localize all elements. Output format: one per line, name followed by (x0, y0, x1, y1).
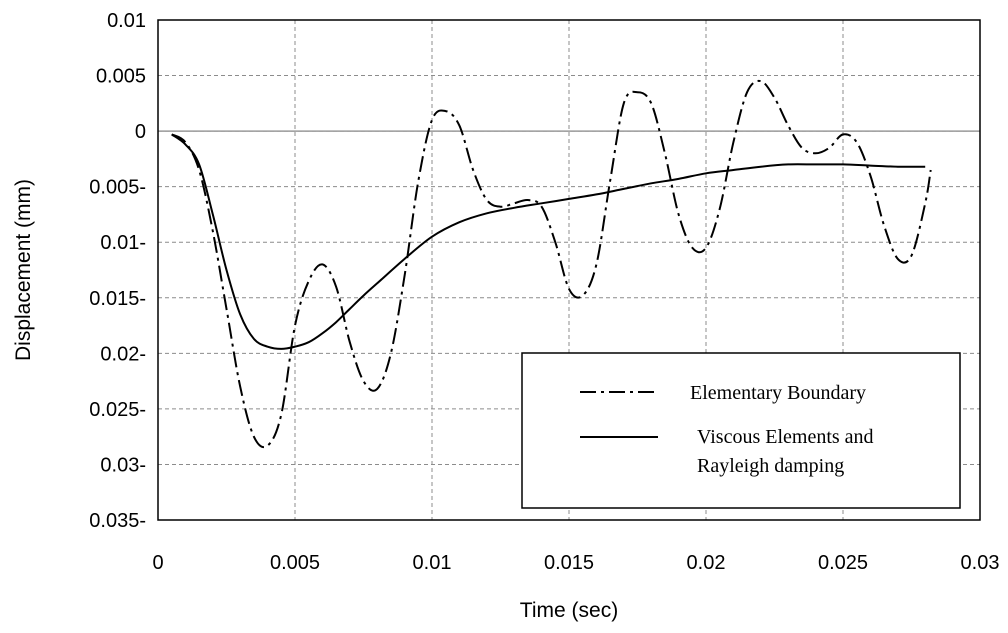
x-tick-label: 0.02 (687, 552, 726, 574)
x-axis-tick-labels: 0 0.005 0.01 0.015 0.02 0.025 0.03 (152, 552, 999, 574)
y-axis-title: Displacement (mm) (12, 179, 35, 361)
series-line-2 (171, 133, 926, 350)
x-tick-label: 0 (152, 552, 163, 574)
y-tick-label: 0.025- (89, 399, 146, 421)
series-line-1 (171, 79, 932, 449)
y-tick-label: 0.01- (100, 232, 146, 254)
series-group (171, 79, 932, 449)
y-tick-label: 0.03- (100, 454, 146, 476)
y-tick-label: 0.005- (89, 177, 146, 199)
legend-box (521, 352, 961, 509)
legend-entry-label: Elementary Boundary (690, 382, 866, 404)
y-tick-label: 0.02- (100, 343, 146, 365)
x-tick-label: 0.03 (961, 552, 1000, 574)
x-tick-label: 0.015 (544, 552, 594, 574)
legend: Elementary Boundary Viscous Elements and R… (521, 352, 961, 509)
y-tick-label: 0.005 (96, 66, 146, 88)
x-tick-label: 0.025 (818, 552, 868, 574)
y-tick-label: 0.01 (107, 10, 146, 32)
x-tick-label: 0.01 (413, 552, 452, 574)
x-tick-label: 0.005 (270, 552, 320, 574)
legend-entry-label: Viscous Elements and (697, 426, 874, 448)
y-tick-label: 0.035- (89, 510, 146, 532)
y-axis-tick-labels: 0.01 0.005 0 0.005- 0.01- 0.015- 0.02- 0.025- 0.… (89, 10, 146, 532)
y-tick-label: 0.015- (89, 288, 146, 310)
y-tick-label: 0 (135, 121, 146, 143)
legend-entry-label: Rayleigh damping (697, 455, 844, 477)
plot-area-frame (157, 19, 981, 521)
x-axis-title: Time (sec) (520, 599, 618, 622)
